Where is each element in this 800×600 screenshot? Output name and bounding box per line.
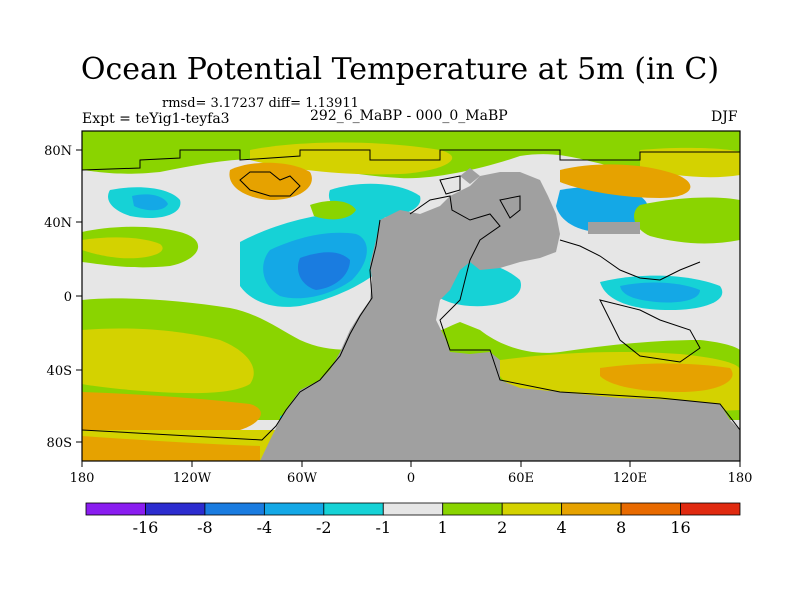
colorbar-swatch	[323, 502, 384, 516]
land-mass-east	[588, 222, 640, 234]
yellow-region-w-pacific	[82, 237, 163, 259]
colorbar-swatch	[442, 502, 503, 516]
y-tick-labels: 80N 40N 0 40S 80S	[44, 144, 72, 451]
axis-ticks	[76, 149, 741, 467]
colorbar-swatch	[145, 502, 206, 516]
x-tick-label: 180	[70, 471, 95, 486]
colorbar-swatch	[204, 502, 265, 516]
colorbar-swatch	[561, 502, 622, 516]
colorbar-label: -2	[316, 518, 332, 537]
x-tick-labels: 180 120W 60W 0 60E 120E 180	[70, 471, 753, 486]
stats-line: rmsd= 3.17237 diff= 1.13911	[162, 96, 359, 111]
experiment-label: Expt = teYig1-teyfa3	[82, 111, 230, 127]
colorbar-swatch	[620, 502, 681, 516]
period-label: 292_6_MaBP - 000_0_MaBP	[310, 108, 508, 124]
colorbar-label: -16	[133, 518, 159, 537]
green-region-mid	[310, 200, 356, 220]
blue-region-nw	[132, 194, 168, 211]
colorbar-label: -8	[197, 518, 213, 537]
season-label: DJF	[711, 109, 738, 125]
x-tick-label: 60E	[508, 471, 534, 486]
x-tick-label: 0	[407, 471, 415, 486]
colorbar-swatch	[263, 502, 325, 516]
green-region-e	[634, 197, 740, 244]
colorbar-label: 8	[616, 518, 626, 537]
y-tick-label: 0	[64, 290, 72, 305]
y-tick-label: 40N	[44, 216, 72, 231]
colorbar-label: 2	[497, 518, 507, 537]
colorbar-label: -4	[257, 518, 273, 537]
x-tick-label: 120E	[613, 471, 647, 486]
y-tick-label: 40S	[47, 364, 72, 379]
yellow-region-s-pacific	[82, 328, 254, 394]
colorbar-label: 4	[557, 518, 567, 537]
map-title: Ocean Potential Temperature at 5m (in C)	[80, 52, 720, 87]
colorbar-swatch	[382, 502, 444, 516]
colorbar-label: -1	[375, 518, 391, 537]
colorbar-swatch	[501, 502, 563, 516]
y-tick-label: 80N	[44, 144, 72, 159]
yellow-region-ne	[640, 147, 740, 178]
colorbar: -16 -8 -4 -2 -1 1 2 4 8 16	[85, 502, 741, 537]
x-tick-label: 120W	[173, 471, 212, 486]
land-mass-pangaea	[260, 172, 740, 461]
coastlines	[82, 149, 740, 441]
lightblue-region-eq-east	[620, 282, 700, 303]
orange-region-sw	[82, 392, 261, 430]
y-tick-label: 80S	[47, 436, 72, 451]
land-mass-north	[460, 168, 480, 184]
orange-region-s-indian	[600, 363, 733, 392]
orange-region-ne	[560, 164, 691, 198]
orange-region-antarctic	[82, 436, 260, 461]
colorbar-swatch	[680, 502, 741, 516]
x-tick-label: 60W	[287, 471, 318, 486]
lightblue-region-e	[556, 187, 649, 233]
blue-region-central	[297, 252, 350, 290]
map-field	[82, 131, 740, 461]
colorbar-swatch	[85, 502, 146, 516]
colorbar-label: 16	[670, 518, 690, 537]
x-tick-label: 180	[728, 471, 753, 486]
colorbar-label: 1	[438, 518, 448, 537]
